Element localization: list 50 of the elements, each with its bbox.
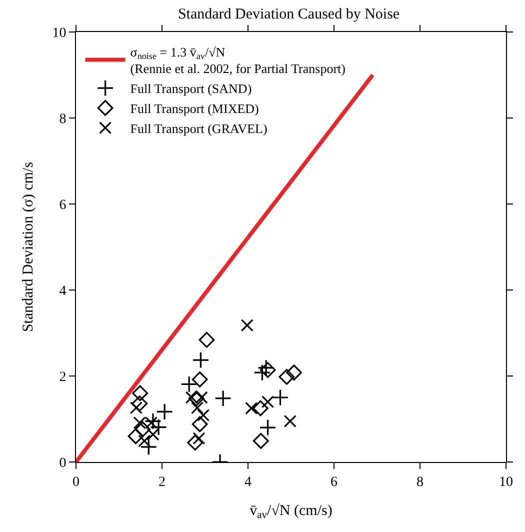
- y-tick-label: 4: [59, 284, 66, 299]
- point: [192, 371, 208, 388]
- point: [196, 408, 210, 422]
- y-tick-label: 0: [59, 456, 66, 471]
- x-tick-label: 2: [158, 474, 166, 490]
- point: [128, 428, 144, 444]
- x-tick-label: 0: [72, 474, 80, 490]
- point: [284, 414, 296, 428]
- point: [188, 390, 204, 406]
- point: [132, 396, 148, 412]
- point: [180, 376, 198, 393]
- x-axis-title: v̄$_{av}$/√N (cm/s): [250, 502, 332, 521]
- y-tick-label: 8: [59, 112, 66, 127]
- legend-label: Full Transport (GRAVEL): [130, 120, 268, 136]
- x-tick-label: 4: [244, 474, 252, 490]
- point: [214, 390, 232, 407]
- y-axis-title: Standard Deviation (σ) cm/s: [20, 162, 36, 332]
- y-tick-label: 10: [52, 26, 66, 41]
- y-tick-label: 2: [59, 370, 66, 385]
- point: [245, 402, 258, 415]
- point: [187, 434, 204, 451]
- point: [260, 362, 276, 378]
- x-tick-label: 8: [416, 474, 424, 490]
- point: [130, 402, 142, 414]
- point: [240, 318, 254, 332]
- point: [258, 359, 275, 376]
- point: [190, 402, 204, 414]
- legend-label: σ$_{noise}$ = 1.3 v̄$_{av}$/√N (Rennie et al. 2002, for Partial Transport): [130, 44, 346, 76]
- point: [140, 438, 158, 456]
- point: [132, 385, 148, 402]
- x-tick-label: 6: [330, 474, 338, 490]
- point: [252, 400, 268, 416]
- x-tick-label: 10: [499, 474, 513, 490]
- point: [278, 368, 295, 385]
- point: [192, 352, 210, 369]
- point: [134, 421, 151, 438]
- point: [146, 428, 160, 441]
- legend-label: Full Transport (SAND): [130, 81, 252, 96]
- point: [156, 403, 174, 420]
- y-tick-label: 6: [59, 198, 66, 213]
- point: [286, 364, 302, 381]
- point: [192, 416, 208, 432]
- point: [272, 389, 289, 406]
- chart-title: Standard Deviation Caused by Noise: [178, 6, 400, 22]
- point: [252, 432, 269, 449]
- legend-label: Full Transport (MIXED): [130, 101, 259, 116]
- point: [198, 332, 215, 348]
- point: [259, 419, 276, 436]
- point: [254, 364, 271, 382]
- point: [261, 396, 274, 408]
